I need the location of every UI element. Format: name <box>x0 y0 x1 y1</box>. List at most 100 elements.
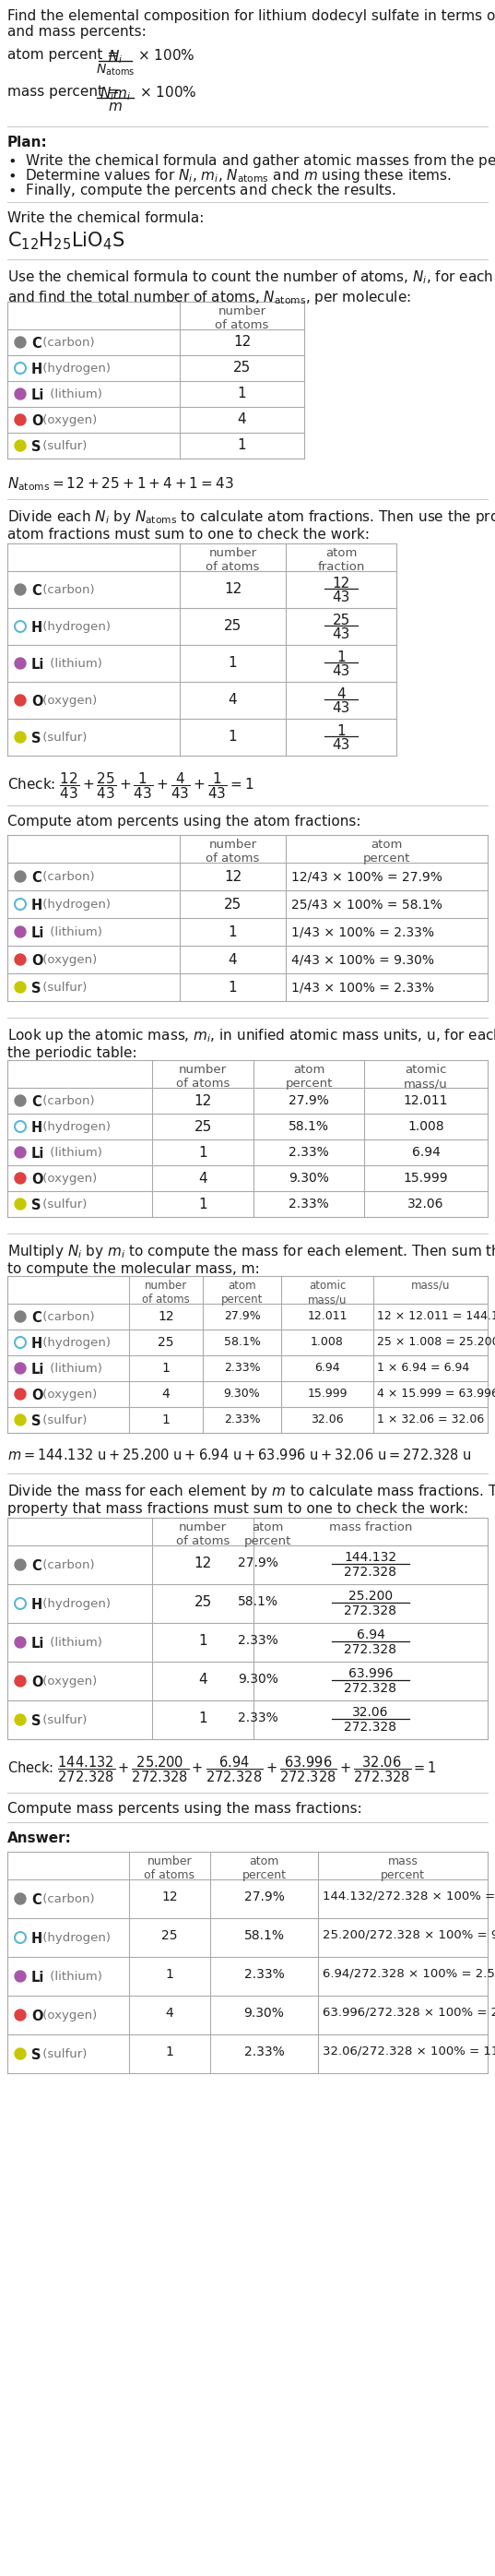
Text: Li: Li <box>31 1636 45 1651</box>
Text: 6.94: 6.94 <box>412 1146 440 1159</box>
Text: 15.999: 15.999 <box>307 1388 347 1399</box>
Text: 12 × 12.011 = 144.132: 12 × 12.011 = 144.132 <box>377 1311 495 1321</box>
Text: Li: Li <box>31 389 45 402</box>
Text: (oxygen): (oxygen) <box>39 2009 98 2022</box>
Text: 272.328: 272.328 <box>345 1682 397 1695</box>
Text: $\rm C_{12}H_{25}LiO_4S$: $\rm C_{12}H_{25}LiO_4S$ <box>7 229 125 252</box>
Text: Li: Li <box>31 927 45 940</box>
Text: $m = 144.132\ {\rm u} + 25.200\ {\rm u} + 6.94\ {\rm u} + 63.996\ {\rm u} + 32.0: $m = 144.132\ {\rm u} + 25.200\ {\rm u} … <box>7 1448 472 1463</box>
Text: $m$: $m$ <box>108 100 122 113</box>
Text: 43: 43 <box>332 629 350 641</box>
Text: 4: 4 <box>238 412 247 425</box>
Text: 272.328: 272.328 <box>345 1721 397 1734</box>
Text: 12: 12 <box>224 582 242 595</box>
Text: Write the chemical formula:: Write the chemical formula: <box>7 211 204 224</box>
Text: 1: 1 <box>337 652 346 665</box>
Circle shape <box>15 696 26 706</box>
Text: 27.9%: 27.9% <box>238 1556 278 1569</box>
Text: S: S <box>31 1414 41 1427</box>
Text: 6.94/272.328 × 100% = 2.55%: 6.94/272.328 × 100% = 2.55% <box>323 1968 495 1981</box>
Text: atom
percent: atom percent <box>244 1522 291 1548</box>
Text: H: H <box>31 899 43 912</box>
Text: Divide the mass for each element by $m$ to calculate mass fractions. Then use th: Divide the mass for each element by $m$ … <box>7 1484 495 1517</box>
Text: 25: 25 <box>233 361 251 374</box>
Text: Use the chemical formula to count the number of atoms, $N_i$, for each element
a: Use the chemical formula to count the nu… <box>7 268 495 307</box>
Text: 12.011: 12.011 <box>307 1311 347 1321</box>
Text: 43: 43 <box>332 590 350 605</box>
Text: Divide each $N_i$ by $N_{\rm atoms}$ to calculate atom fractions. Then use the p: Divide each $N_i$ by $N_{\rm atoms}$ to … <box>7 507 495 541</box>
Text: O: O <box>31 953 43 969</box>
Text: 1: 1 <box>228 925 237 940</box>
Text: 4 × 15.999 = 63.996: 4 × 15.999 = 63.996 <box>377 1388 495 1399</box>
Circle shape <box>15 981 26 992</box>
Text: $N_{\rm atoms}$: $N_{\rm atoms}$ <box>96 62 135 77</box>
Text: O: O <box>31 2009 43 2022</box>
Text: 58.1%: 58.1% <box>244 1929 284 1942</box>
Text: mass fraction: mass fraction <box>329 1522 412 1533</box>
Text: 144.132: 144.132 <box>344 1551 397 1564</box>
Text: mass percent =: mass percent = <box>7 85 119 98</box>
Text: 12: 12 <box>332 577 350 590</box>
Text: 4/43 × 100% = 9.30%: 4/43 × 100% = 9.30% <box>291 953 434 966</box>
Text: 1: 1 <box>162 1414 170 1427</box>
Text: C: C <box>31 1558 41 1574</box>
Text: 1/43 × 100% = 2.33%: 1/43 × 100% = 2.33% <box>291 925 434 938</box>
Text: (carbon): (carbon) <box>39 337 95 348</box>
Text: (lithium): (lithium) <box>46 1971 102 1984</box>
Text: 43: 43 <box>332 701 350 716</box>
Text: 25: 25 <box>332 613 350 629</box>
Text: Look up the atomic mass, $m_i$, in unified atomic mass units, u, for each elemen: Look up the atomic mass, $m_i$, in unifi… <box>7 1028 495 1061</box>
Text: 12: 12 <box>194 1556 212 1571</box>
Text: H: H <box>31 1932 43 1945</box>
Circle shape <box>15 871 26 881</box>
Text: 1: 1 <box>228 981 237 994</box>
Text: 1: 1 <box>165 2045 174 2058</box>
Text: Li: Li <box>31 1971 45 1984</box>
Text: 12: 12 <box>224 871 242 884</box>
Text: S: S <box>31 1713 41 1728</box>
Text: number
of atoms: number of atoms <box>206 840 260 866</box>
Text: 12.011: 12.011 <box>403 1095 448 1108</box>
Text: number
of atoms: number of atoms <box>215 307 269 332</box>
Text: 58.1%: 58.1% <box>238 1595 278 1607</box>
Text: 1: 1 <box>228 729 237 744</box>
Text: (lithium): (lithium) <box>46 1146 102 1159</box>
Text: (sulfur): (sulfur) <box>39 1414 88 1427</box>
Text: 4: 4 <box>337 688 346 701</box>
Text: O: O <box>31 696 43 708</box>
Text: Multiply $N_i$ by $m_i$ to compute the mass for each element. Then sum those val: Multiply $N_i$ by $m_i$ to compute the m… <box>7 1242 495 1275</box>
Text: atomic
mass/u: atomic mass/u <box>404 1064 448 1090</box>
Text: 4: 4 <box>162 1388 170 1401</box>
Text: 12/43 × 100% = 27.9%: 12/43 × 100% = 27.9% <box>291 871 443 884</box>
Text: 15.999: 15.999 <box>403 1172 448 1185</box>
Circle shape <box>15 415 26 425</box>
Circle shape <box>15 1971 26 1981</box>
Circle shape <box>15 732 26 742</box>
Text: 9.30%: 9.30% <box>244 2007 284 2020</box>
Text: Li: Li <box>31 657 45 672</box>
Text: 4: 4 <box>198 1172 207 1185</box>
Text: 4: 4 <box>228 693 237 706</box>
Text: (oxygen): (oxygen) <box>39 1674 98 1687</box>
Text: 9.30%: 9.30% <box>289 1172 329 1185</box>
Text: H: H <box>31 363 43 376</box>
Circle shape <box>15 389 26 399</box>
Text: (oxygen): (oxygen) <box>39 415 98 425</box>
Text: 25: 25 <box>224 896 242 912</box>
Text: mass/u: mass/u <box>411 1280 450 1291</box>
Text: C: C <box>31 1311 41 1324</box>
Text: Plan:: Plan: <box>7 137 48 149</box>
Text: Find the elemental composition for lithium dodecyl sulfate in terms of the atom
: Find the elemental composition for lithi… <box>7 10 495 39</box>
Text: (carbon): (carbon) <box>39 1095 95 1108</box>
Text: 272.328: 272.328 <box>345 1605 397 1618</box>
Text: 9.30%: 9.30% <box>238 1672 278 1685</box>
Text: S: S <box>31 440 41 453</box>
Text: (hydrogen): (hydrogen) <box>39 1932 111 1945</box>
Text: 2.33%: 2.33% <box>244 2045 284 2058</box>
Text: $N_{\rm atoms} = 12 + 25 + 1 + 4 + 1 = 43$: $N_{\rm atoms} = 12 + 25 + 1 + 4 + 1 = 4… <box>7 474 234 492</box>
Text: 25: 25 <box>224 618 242 634</box>
Circle shape <box>15 1095 26 1105</box>
Text: $N_i m_i$: $N_i m_i$ <box>99 85 131 103</box>
Text: 1: 1 <box>228 657 237 670</box>
Circle shape <box>15 1311 26 1321</box>
